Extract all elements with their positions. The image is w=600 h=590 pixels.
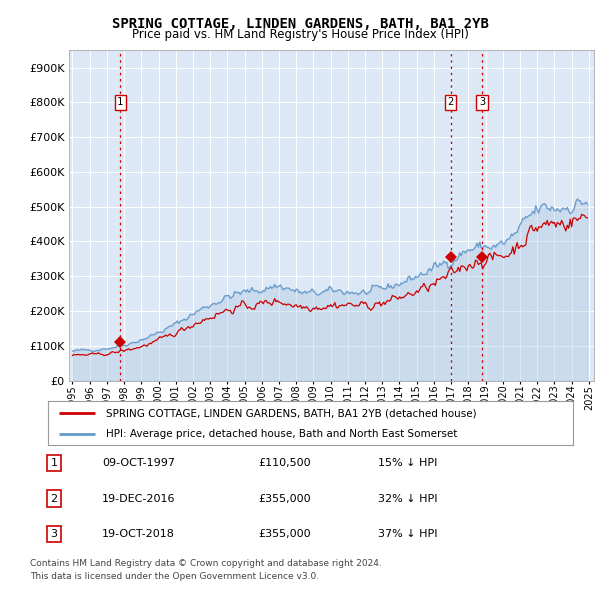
Text: £355,000: £355,000 xyxy=(258,494,311,503)
Text: 3: 3 xyxy=(479,97,485,107)
Text: 37% ↓ HPI: 37% ↓ HPI xyxy=(378,529,437,539)
Text: SPRING COTTAGE, LINDEN GARDENS, BATH, BA1 2YB: SPRING COTTAGE, LINDEN GARDENS, BATH, BA… xyxy=(112,17,488,31)
Text: £355,000: £355,000 xyxy=(258,529,311,539)
Text: Price paid vs. HM Land Registry's House Price Index (HPI): Price paid vs. HM Land Registry's House … xyxy=(131,28,469,41)
Text: 1: 1 xyxy=(50,458,58,468)
Text: 2: 2 xyxy=(448,97,454,107)
Text: 19-OCT-2018: 19-OCT-2018 xyxy=(102,529,175,539)
Text: 19-DEC-2016: 19-DEC-2016 xyxy=(102,494,176,503)
Text: 09-OCT-1997: 09-OCT-1997 xyxy=(102,458,175,468)
Text: HPI: Average price, detached house, Bath and North East Somerset: HPI: Average price, detached house, Bath… xyxy=(106,430,457,440)
Text: This data is licensed under the Open Government Licence v3.0.: This data is licensed under the Open Gov… xyxy=(30,572,319,581)
Text: 1: 1 xyxy=(117,97,124,107)
Text: Contains HM Land Registry data © Crown copyright and database right 2024.: Contains HM Land Registry data © Crown c… xyxy=(30,559,382,568)
Text: 2: 2 xyxy=(50,494,58,503)
Text: SPRING COTTAGE, LINDEN GARDENS, BATH, BA1 2YB (detached house): SPRING COTTAGE, LINDEN GARDENS, BATH, BA… xyxy=(106,408,476,418)
Text: £110,500: £110,500 xyxy=(258,458,311,468)
Text: 15% ↓ HPI: 15% ↓ HPI xyxy=(378,458,437,468)
Text: 32% ↓ HPI: 32% ↓ HPI xyxy=(378,494,437,503)
Text: 3: 3 xyxy=(50,529,58,539)
